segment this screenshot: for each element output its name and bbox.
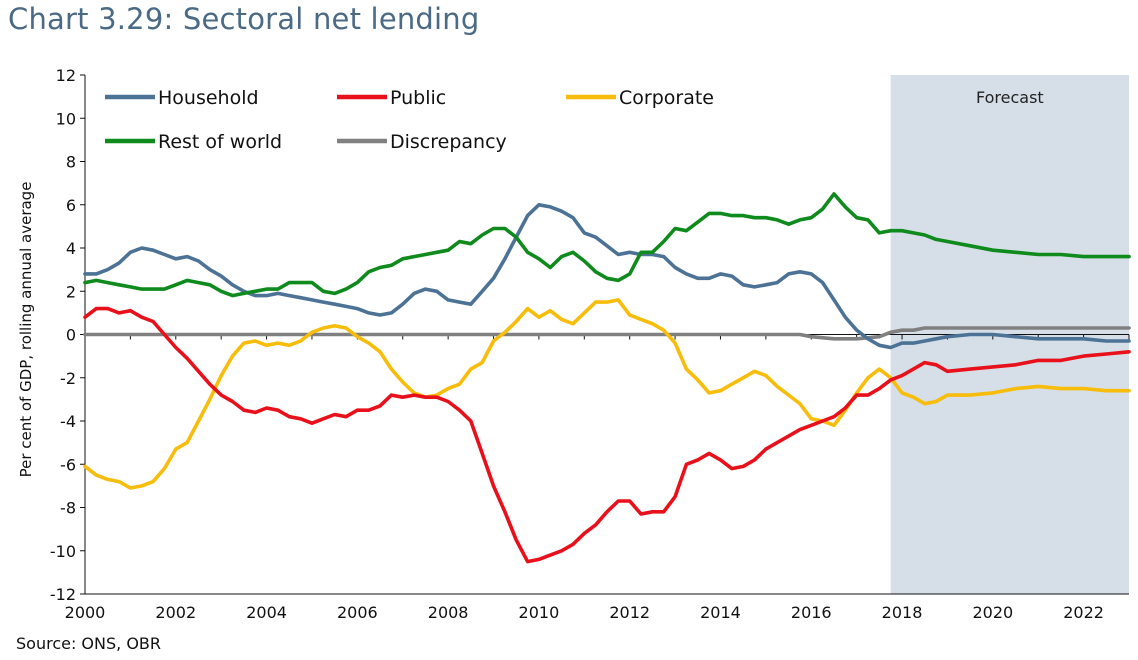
source-note: Source: ONS, OBR [16, 634, 162, 653]
y-tick-label: 12 [56, 66, 76, 85]
chart-title: Chart 3.29: Sectoral net lending [8, 2, 480, 36]
y-tick-label: 8 [66, 153, 76, 172]
y-axis-label: Per cent of GDP, rolling annual average [17, 182, 35, 478]
x-tick-label: 2000 [65, 603, 106, 622]
x-tick-label: 2016 [791, 603, 832, 622]
x-tick-label: 2014 [700, 603, 741, 622]
legend-label-rest-of-world: Rest of world [158, 131, 282, 153]
legend-label-corporate: Corporate [619, 87, 714, 109]
x-tick-labels: 2000 2002 2004 2006 2008 2010 2012 2014 2016 2018… [65, 603, 1104, 622]
y-tick-labels: -12 -10 -8 -6 -4 -2 0 2 4 6 8 10 12 [50, 66, 76, 604]
legend-label-public: Public [390, 87, 446, 109]
x-tick-label: 2010 [519, 603, 560, 622]
x-tick-label: 2022 [1063, 603, 1104, 622]
y-tick-label: -4 [60, 412, 76, 431]
x-tick-label: 2004 [246, 603, 287, 622]
y-tick-label: 4 [66, 239, 76, 258]
x-tick-label: 2012 [609, 603, 650, 622]
x-tick-label: 2002 [155, 603, 196, 622]
y-tick-label: -12 [50, 585, 76, 604]
y-tick-label: -8 [60, 499, 76, 518]
x-tick-label: 2006 [337, 603, 378, 622]
series-line-corporate [83, 298, 1131, 490]
series-layer [83, 192, 1131, 564]
y-tick-label: -2 [60, 369, 76, 388]
series-line-discrepancy [83, 326, 1131, 341]
y-tick-label: 2 [66, 282, 76, 301]
legend-label-household: Household [158, 87, 259, 109]
y-tick-label: 0 [66, 326, 76, 345]
series-line-public [83, 306, 1131, 564]
forecast-label: Forecast [976, 88, 1044, 107]
x-tick-label: 2008 [428, 603, 469, 622]
x-tick-label: 2020 [972, 603, 1013, 622]
x-tick-label: 2018 [882, 603, 923, 622]
series-line-rest-of-world [83, 192, 1131, 298]
y-tick-label: -6 [60, 455, 76, 474]
y-tick-label: -10 [50, 542, 76, 561]
legend: Household Public Corporate Rest of world Dis… [105, 87, 714, 153]
y-tick-label: 10 [56, 109, 76, 128]
series-line-household [83, 203, 1131, 350]
legend-label-discrepancy: Discrepancy [390, 131, 507, 153]
y-tick-label: 6 [66, 196, 76, 215]
